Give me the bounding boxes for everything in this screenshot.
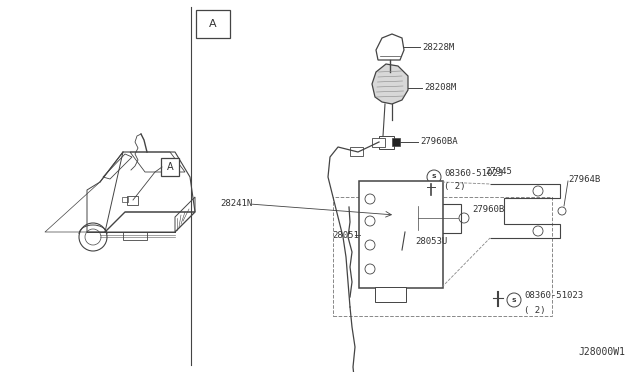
FancyBboxPatch shape <box>392 138 400 146</box>
Text: 28051: 28051 <box>332 231 359 240</box>
Text: 28208M: 28208M <box>424 83 456 93</box>
Text: 27945: 27945 <box>485 167 512 176</box>
FancyBboxPatch shape <box>371 138 385 147</box>
Text: 28241N: 28241N <box>221 199 253 208</box>
Text: 08360-51023: 08360-51023 <box>444 169 503 177</box>
Text: ( 2): ( 2) <box>444 183 465 192</box>
Text: 27964B: 27964B <box>568 174 600 183</box>
Text: S: S <box>432 174 436 180</box>
FancyBboxPatch shape <box>359 181 443 288</box>
Text: A: A <box>209 19 217 29</box>
Text: ( 2): ( 2) <box>524 305 545 314</box>
Text: 28053U: 28053U <box>415 237 447 247</box>
Text: J28000W1: J28000W1 <box>578 347 625 357</box>
Text: 28228M: 28228M <box>422 42 454 51</box>
FancyBboxPatch shape <box>161 158 179 176</box>
FancyBboxPatch shape <box>349 147 362 155</box>
Text: 27960BA: 27960BA <box>420 138 458 147</box>
Polygon shape <box>372 64 408 104</box>
Text: 27960B: 27960B <box>472 205 504 215</box>
Text: A: A <box>166 162 173 172</box>
Text: S: S <box>512 298 516 302</box>
FancyBboxPatch shape <box>378 135 394 148</box>
FancyBboxPatch shape <box>395 208 412 228</box>
FancyBboxPatch shape <box>374 286 406 301</box>
FancyBboxPatch shape <box>410 203 461 232</box>
FancyBboxPatch shape <box>196 10 230 38</box>
Text: 08360-51023: 08360-51023 <box>524 292 583 301</box>
